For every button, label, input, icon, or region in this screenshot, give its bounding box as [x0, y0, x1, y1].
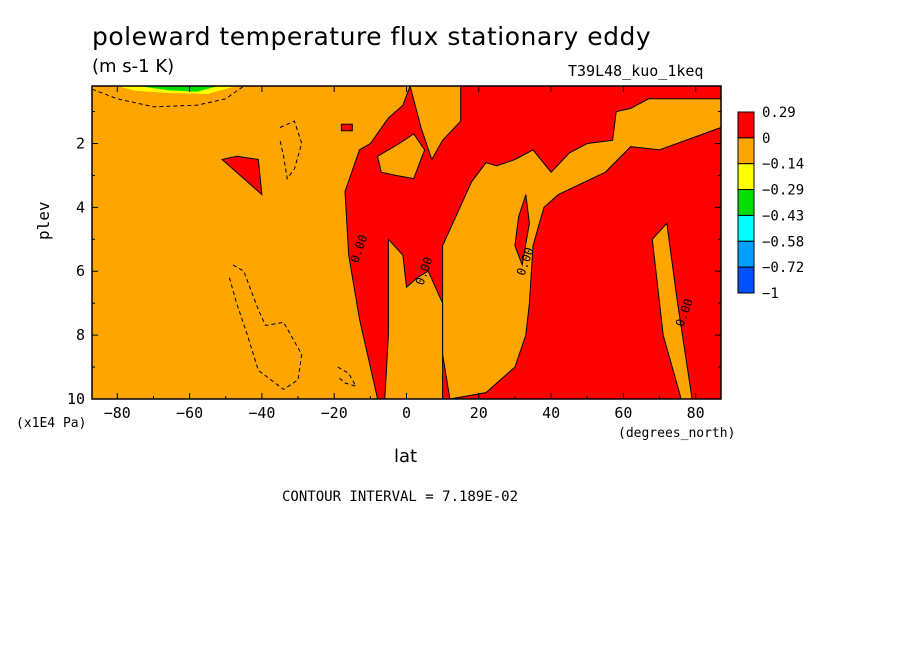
y-tick-label: 4 — [76, 198, 85, 216]
x-tick-label: 0 — [402, 404, 411, 422]
positive-region — [514, 194, 530, 267]
x-tick-label: 40 — [542, 404, 560, 422]
y-tick-label: 6 — [76, 262, 85, 280]
x-tick-label: −80 — [104, 404, 131, 422]
colorbar-swatch — [737, 111, 755, 139]
zero-contour-line — [344, 85, 722, 400]
x-tick-label: −20 — [321, 404, 348, 422]
colorbar-label: −1 — [762, 286, 779, 302]
negative-contour-line — [337, 366, 357, 388]
colorbar-label: −0.58 — [762, 234, 804, 250]
x-tick-label: 60 — [614, 404, 632, 422]
green-cap — [139, 86, 219, 92]
colorbar-label: 0.29 — [762, 105, 796, 121]
negative-region — [377, 133, 425, 179]
x-tick-label: −40 — [248, 404, 275, 422]
run-label: T39L48_kuo_1keq — [568, 62, 704, 80]
colorbar-label: 0 — [762, 131, 770, 147]
y-axis-units: (x1E4 Pa) — [16, 416, 87, 431]
colorbar-swatch — [737, 137, 755, 165]
positive-region — [340, 123, 353, 132]
negative-region — [410, 86, 461, 160]
x-axis-label: lat — [394, 446, 418, 467]
colorbar-label: −0.14 — [762, 157, 804, 173]
colorbar: 0.29 0 −0.14 −0.29 −0.43 −0.58 −0.72 −1 — [737, 105, 804, 302]
axes: −80 −60 −40 −20 0 20 40 60 80 2 4 6 8 10 — [67, 85, 722, 422]
colorbar-swatch — [737, 214, 755, 242]
negative-region — [442, 98, 721, 400]
negative-contour-line — [279, 120, 303, 180]
positive-region — [221, 155, 263, 196]
x-tick-label: 80 — [687, 404, 705, 422]
colorbar-swatch — [737, 189, 755, 216]
colorbar-swatch — [737, 266, 755, 294]
negative-contour-line — [91, 85, 245, 108]
contour-interval-note: CONTOUR INTERVAL = 7.189E-02 — [282, 489, 519, 505]
x-tick-label: −60 — [176, 404, 203, 422]
y-tick-label: 10 — [67, 390, 85, 408]
x-axis-units: (degrees_north) — [618, 426, 736, 441]
colorbar-label: −0.72 — [762, 260, 804, 276]
chart-title: poleward temperature flux stationary edd… — [92, 22, 652, 51]
colorbar-swatch — [737, 163, 755, 191]
x-tick-label: 20 — [470, 404, 488, 422]
zero-contour-line — [442, 98, 722, 400]
plot-area: 0.000.00 0.000.00 — [91, 85, 722, 400]
y-tick-label: 2 — [76, 134, 85, 152]
zero-contour-line — [377, 133, 426, 180]
colorbar-label: −0.43 — [762, 208, 804, 224]
chart-units: (m s-1 K) — [92, 56, 175, 77]
colorbar-label: −0.29 — [762, 183, 804, 199]
colorbar-swatch — [737, 240, 755, 268]
y-tick-label: 8 — [76, 326, 85, 344]
